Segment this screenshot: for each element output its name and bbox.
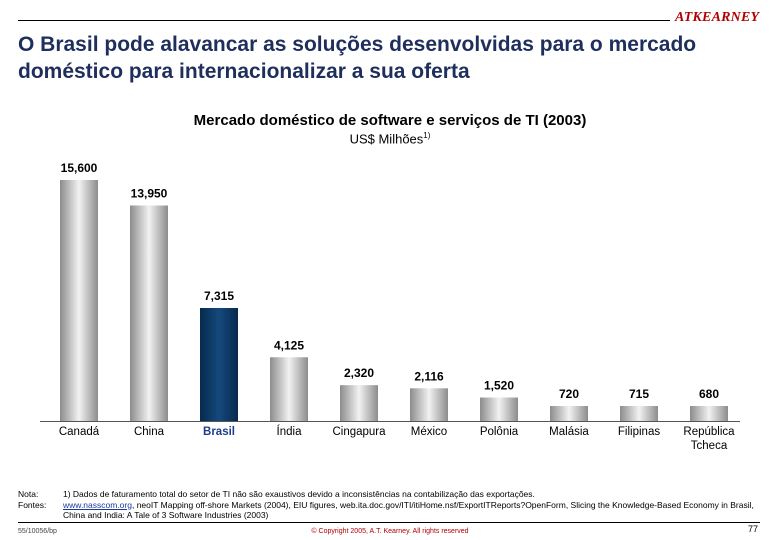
bar-7	[550, 406, 588, 421]
category-label-1: China	[134, 426, 165, 438]
fontes-label: Fontes:	[18, 499, 47, 510]
chart-subtitle: US$ Milhões1)	[0, 131, 780, 146]
bar-3	[270, 357, 308, 421]
bar-6	[480, 397, 518, 421]
chart-title: Mercado doméstico de software e serviços…	[193, 112, 587, 129]
bar-value-label-6: 1,520	[484, 379, 514, 393]
fontes-text: , neoIT Mapping off-shore Markets (2004)…	[63, 499, 754, 521]
bar-value-label-7: 720	[559, 387, 579, 401]
atkearney-logo: ATKEARNEY	[675, 10, 760, 25]
chart-subtitle-text: US$ Milhões	[349, 131, 424, 147]
page-title: O Brasil pode alavancar as soluções dese…	[18, 33, 697, 83]
category-label-9-1: Tcheca	[691, 440, 728, 452]
nota-text: 1) Dados de faturamento total do setor d…	[63, 489, 535, 499]
bar-value-label-9: 680	[699, 387, 719, 401]
bar-5	[410, 388, 448, 421]
bar-value-label-1: 13,950	[131, 186, 168, 200]
category-label-8: Filipinas	[618, 426, 660, 438]
bar-1	[130, 205, 168, 421]
bar-value-label-0: 15,600	[61, 161, 98, 175]
bar-value-label-3: 4,125	[274, 338, 304, 352]
bar-value-label-4: 2,320	[344, 366, 374, 380]
bar-value-label-2: 7,315	[204, 289, 234, 303]
bar-chart: 15,600 Canadá 13,950 China 7,315 Brasil 4,125 Í…	[40, 161, 740, 452]
bar-value-label-8: 715	[629, 387, 649, 401]
category-label-2: Brasil	[203, 426, 235, 438]
category-label-6: Polônia	[480, 426, 519, 438]
category-label-0: Canadá	[59, 426, 100, 438]
bottom-rule	[18, 522, 760, 523]
chart-subtitle-footnote: 1)	[423, 131, 431, 140]
bar-4	[340, 385, 378, 421]
bar-value-label-5: 2,116	[414, 369, 444, 383]
category-label-4: Cingapura	[332, 426, 386, 438]
bar-8	[620, 406, 658, 421]
category-label-7: Malásia	[549, 426, 589, 438]
category-label-9-0: República	[683, 426, 735, 438]
category-label-5: México	[411, 426, 447, 438]
notes: Nota: 1) Dados de faturamento total do s…	[18, 489, 758, 521]
footer-code: 55/10056/bp	[18, 528, 57, 535]
bar-9	[690, 406, 728, 421]
bar-2	[200, 307, 238, 421]
top-rule	[18, 20, 670, 21]
page-number: 77	[747, 524, 758, 534]
category-label-3: Índia	[277, 425, 303, 438]
nota-label: Nota:	[18, 489, 39, 499]
nasscom-link[interactable]: www.nasscom.org	[63, 499, 132, 510]
bar-0	[60, 180, 98, 421]
copyright: © Copyright 2005, A.T. Kearney. All righ…	[311, 528, 469, 535]
